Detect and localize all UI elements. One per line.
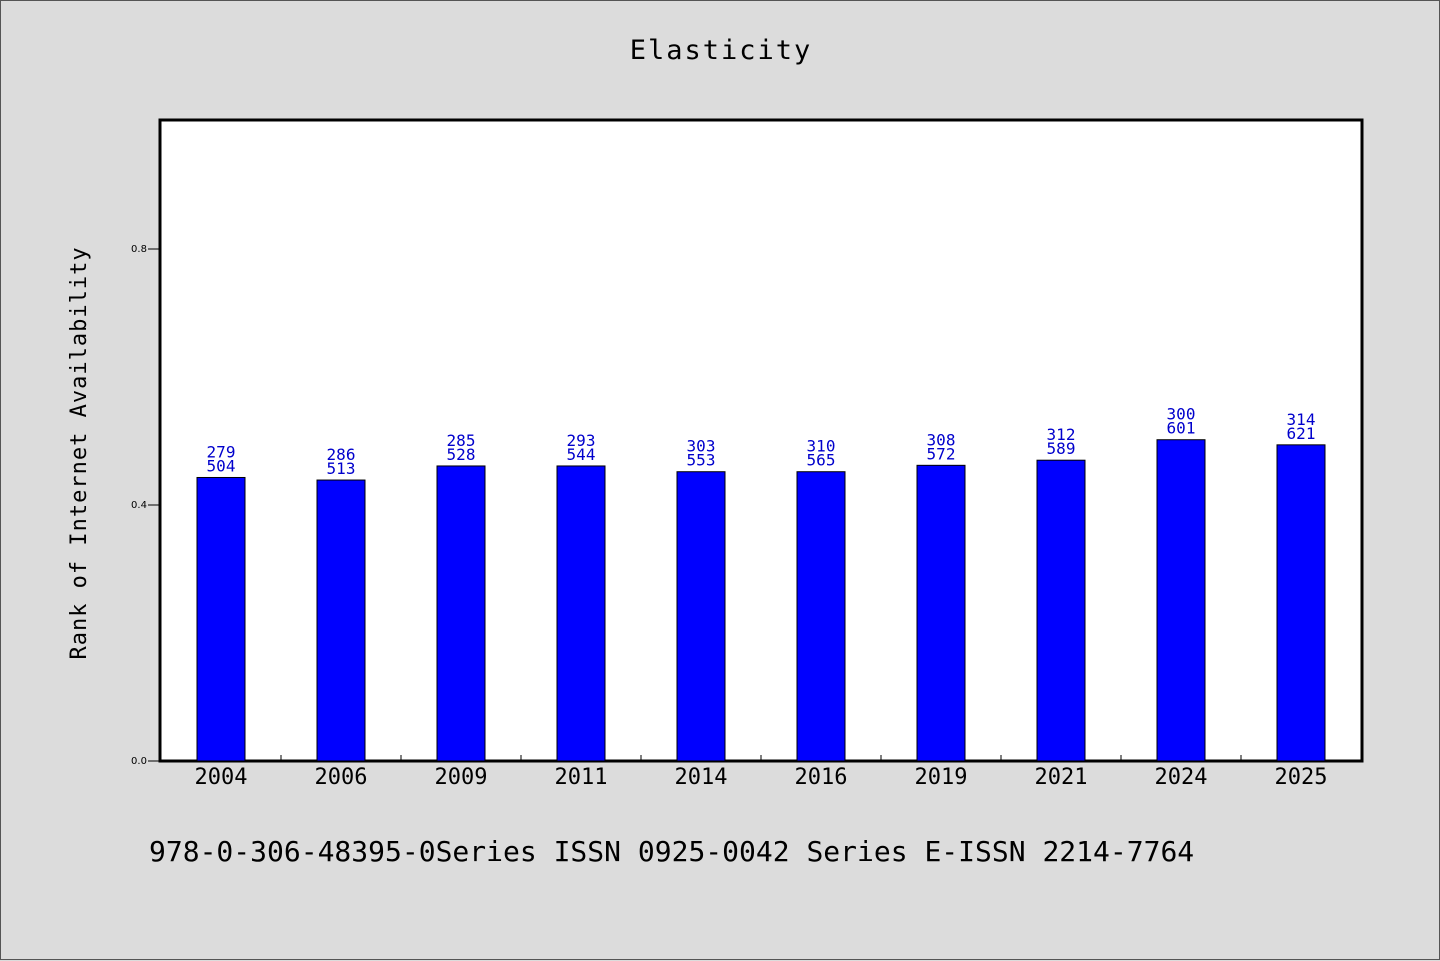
bar-label-upper: 286: [327, 445, 356, 464]
x-tick-label: 2025: [1275, 765, 1328, 790]
bar: [556, 465, 606, 762]
bar: [676, 471, 726, 762]
x-tick-label: 2021: [1035, 765, 1088, 790]
bar-label-lower: 601: [1167, 419, 1196, 438]
x-tick-label: 2016: [795, 765, 848, 790]
y-axis-label: Rank of Internet Availability: [67, 246, 92, 659]
bar: [1276, 444, 1326, 762]
bar-label-upper: 300: [1167, 405, 1196, 424]
bar-label-upper: 310: [807, 437, 836, 456]
bar: [316, 479, 366, 762]
bar-label-upper: 279: [207, 442, 236, 461]
bar-label-lower: 589: [1047, 439, 1076, 458]
chart-title: Elasticity: [629, 35, 813, 66]
bar-label-lower: 528: [447, 445, 476, 464]
bar: [796, 471, 846, 762]
x-tick-label: 2004: [195, 765, 248, 790]
x-tick-label: 2006: [315, 765, 368, 790]
x-tick-label: 2024: [1155, 765, 1208, 790]
x-tick-label: 2019: [915, 765, 968, 790]
bar: [1036, 459, 1086, 762]
bar: [916, 464, 966, 762]
y-tick-label: 0.8: [131, 244, 147, 255]
y-tick-label: 0.0: [131, 756, 147, 767]
bar-label-lower: 504: [207, 456, 236, 475]
x-tick-label: 2009: [435, 765, 488, 790]
bar-label-upper: 308: [927, 430, 956, 449]
x-tick-label: 2011: [555, 765, 608, 790]
x-tick-label: 2014: [675, 765, 728, 790]
bar: [436, 465, 486, 762]
bar-label-upper: 312: [1047, 425, 1076, 444]
ticks-group: 0.0 0.4 0.8 2004 2006 2009 2011 2014 2016 2019 202…: [131, 244, 1327, 790]
bar-label-lower: 572: [927, 444, 956, 463]
bar: [1156, 439, 1206, 762]
bar-label-lower: 565: [807, 451, 836, 470]
bar-label-upper: 303: [687, 437, 716, 456]
bar-label-upper: 285: [447, 431, 476, 450]
y-tick-label: 0.4: [131, 500, 147, 511]
footnote: 978-0-306-48395-0Series ISSN 0925-0042 S…: [149, 835, 1195, 868]
bar-label-lower: 513: [327, 459, 356, 478]
bar-label-lower: 544: [567, 445, 596, 464]
bar-label-lower: 553: [687, 451, 716, 470]
bar-label-upper: 293: [567, 431, 596, 450]
bar: [196, 476, 246, 762]
bar-label-upper: 314: [1287, 410, 1316, 429]
bar-label-lower: 621: [1287, 424, 1316, 443]
